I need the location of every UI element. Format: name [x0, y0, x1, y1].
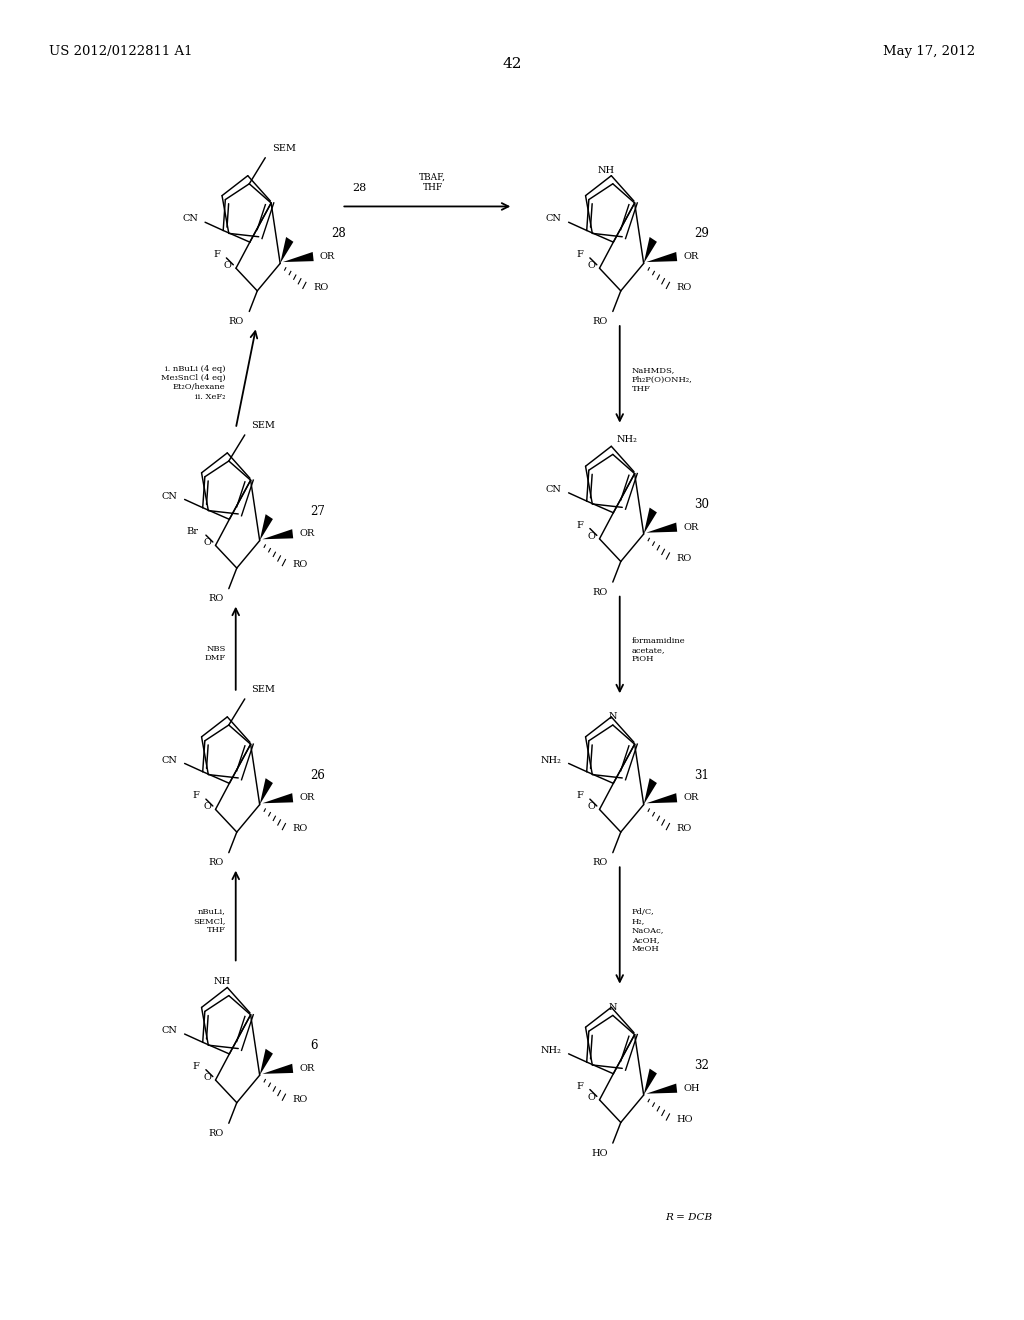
- Text: CN: CN: [546, 484, 562, 494]
- Text: CN: CN: [162, 1026, 178, 1035]
- Text: OR: OR: [683, 252, 698, 261]
- Polygon shape: [262, 529, 293, 540]
- Text: nBuLi,
SEMCl,
THF: nBuLi, SEMCl, THF: [194, 908, 225, 935]
- Text: CN: CN: [162, 491, 178, 500]
- Text: RO: RO: [592, 317, 607, 326]
- Polygon shape: [262, 793, 293, 804]
- Text: HO: HO: [591, 1148, 607, 1158]
- Text: May 17, 2012: May 17, 2012: [883, 45, 975, 58]
- Text: Pd/C,
H₂,
NaOAc,
AcOH,
MeOH: Pd/C, H₂, NaOAc, AcOH, MeOH: [632, 908, 665, 953]
- Text: CN: CN: [546, 214, 562, 223]
- Polygon shape: [646, 523, 677, 533]
- Text: F: F: [577, 791, 584, 800]
- Text: OR: OR: [299, 793, 314, 803]
- Text: OR: OR: [683, 523, 698, 532]
- Polygon shape: [260, 1049, 273, 1076]
- Text: RO: RO: [293, 560, 308, 569]
- Text: Br: Br: [186, 527, 198, 536]
- Text: NH: NH: [598, 165, 615, 174]
- Text: SEM: SEM: [251, 685, 275, 694]
- Text: CN: CN: [182, 214, 199, 223]
- Polygon shape: [644, 508, 657, 535]
- Text: F: F: [577, 1081, 584, 1090]
- Polygon shape: [644, 779, 657, 805]
- Text: HO: HO: [677, 1114, 693, 1123]
- Text: 28: 28: [352, 183, 367, 193]
- Text: F: F: [577, 249, 584, 259]
- Text: F: F: [577, 520, 584, 529]
- Text: TBAF,
THF: TBAF, THF: [419, 173, 446, 193]
- Text: SEM: SEM: [251, 421, 275, 430]
- Text: O: O: [224, 261, 231, 271]
- Polygon shape: [260, 515, 273, 541]
- Text: O: O: [588, 532, 595, 541]
- Text: NBS
DMF: NBS DMF: [204, 644, 225, 663]
- Text: O: O: [204, 539, 211, 548]
- Polygon shape: [644, 238, 657, 264]
- Text: OR: OR: [319, 252, 335, 261]
- Polygon shape: [646, 1084, 677, 1094]
- Text: i. nBuLi (4 eq)
Me₃SnCl (4 eq)
Et₂O/hexane
ii. XeF₂: i. nBuLi (4 eq) Me₃SnCl (4 eq) Et₂O/hexa…: [161, 366, 225, 400]
- Text: 32: 32: [694, 1059, 710, 1072]
- Text: CN: CN: [162, 755, 178, 764]
- Text: O: O: [204, 803, 211, 812]
- Text: N: N: [608, 1003, 617, 1011]
- Polygon shape: [646, 793, 677, 804]
- Text: NaHMDS,
Ph₂P(O)ONH₂,
THF: NaHMDS, Ph₂P(O)ONH₂, THF: [632, 367, 693, 393]
- Text: OH: OH: [683, 1084, 699, 1093]
- Text: NH: NH: [214, 977, 231, 986]
- Text: O: O: [204, 1073, 211, 1082]
- Polygon shape: [260, 779, 273, 805]
- Text: RO: RO: [228, 317, 244, 326]
- Text: 42: 42: [502, 57, 522, 71]
- Polygon shape: [644, 1069, 657, 1096]
- Text: RO: RO: [208, 858, 223, 867]
- Text: US 2012/0122811 A1: US 2012/0122811 A1: [49, 45, 193, 58]
- Polygon shape: [646, 252, 677, 263]
- Text: F: F: [213, 249, 220, 259]
- Text: R = DCB: R = DCB: [666, 1213, 713, 1221]
- Text: RO: RO: [592, 587, 607, 597]
- Text: SEM: SEM: [271, 144, 296, 153]
- Text: RO: RO: [592, 858, 607, 867]
- Text: OR: OR: [683, 793, 698, 803]
- Text: formamidine
acetate,
PiOH: formamidine acetate, PiOH: [632, 636, 686, 663]
- Text: 6: 6: [310, 1039, 317, 1052]
- Text: RO: RO: [293, 824, 308, 833]
- Text: OR: OR: [299, 529, 314, 539]
- Text: RO: RO: [677, 282, 692, 292]
- Text: 27: 27: [310, 504, 326, 517]
- Text: NH₂: NH₂: [541, 1045, 562, 1055]
- Text: F: F: [193, 1061, 200, 1071]
- Text: F: F: [193, 791, 200, 800]
- Polygon shape: [283, 252, 313, 263]
- Text: 28: 28: [331, 227, 345, 240]
- Text: 29: 29: [694, 227, 710, 240]
- Text: O: O: [588, 261, 595, 271]
- Text: RO: RO: [313, 282, 329, 292]
- Text: OR: OR: [299, 1064, 314, 1073]
- Text: N: N: [608, 713, 617, 721]
- Text: O: O: [588, 1093, 595, 1102]
- Text: RO: RO: [208, 1129, 223, 1138]
- Text: RO: RO: [677, 553, 692, 562]
- Text: RO: RO: [293, 1094, 308, 1104]
- Text: 30: 30: [694, 498, 710, 511]
- Text: RO: RO: [208, 594, 223, 603]
- Text: 31: 31: [694, 768, 710, 781]
- Text: 26: 26: [310, 768, 326, 781]
- Text: NH₂: NH₂: [541, 755, 562, 764]
- Text: RO: RO: [677, 824, 692, 833]
- Polygon shape: [281, 238, 294, 264]
- Text: NH₂: NH₂: [617, 434, 638, 444]
- Polygon shape: [262, 1064, 293, 1074]
- Text: O: O: [588, 803, 595, 812]
